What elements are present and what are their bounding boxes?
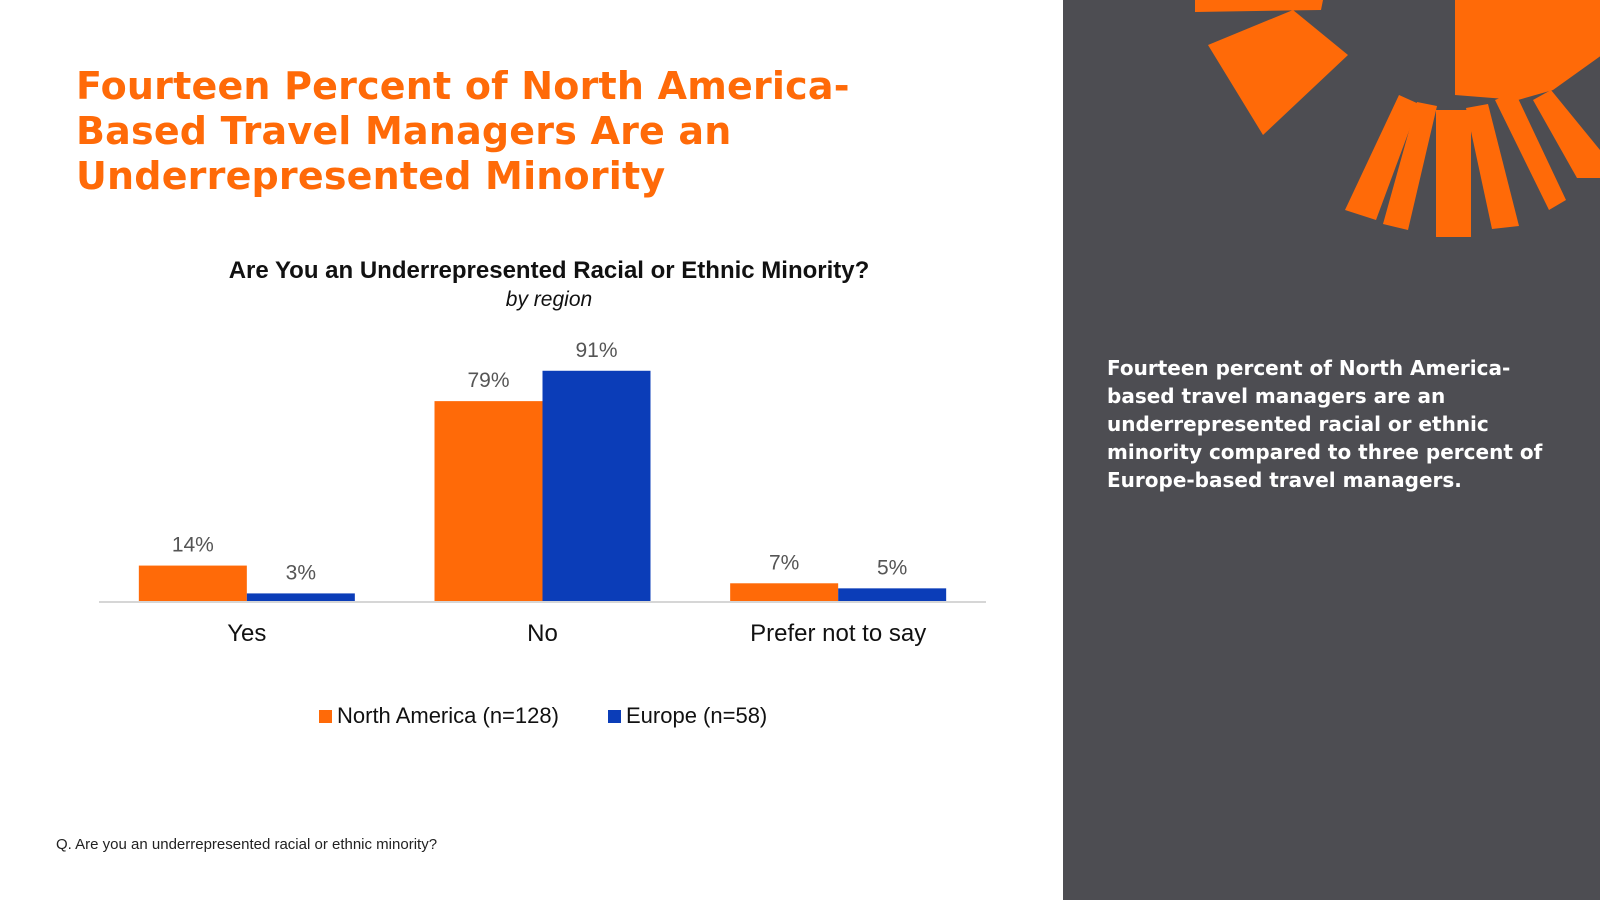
chart-subtitle: by region [506, 288, 592, 311]
bar-north-america-no [434, 401, 543, 601]
x-tick-label: No [527, 620, 558, 647]
x-tick-labels-group: Yes No Prefer not to say [227, 620, 926, 647]
side-panel: Fourteen percent of North America-based … [1063, 0, 1600, 900]
footnote: Q. Are you an underrepresented racial or… [56, 836, 438, 853]
chart-canvas: Are You an Underrepresented Racial or Et… [99, 257, 986, 728]
chart-title: Are You an Underrepresented Racial or Et… [229, 257, 870, 284]
bar-europe-yes [246, 593, 355, 601]
bars-group [138, 370, 947, 601]
chart-legend: North America (n=128) Europe (n=58) [319, 703, 767, 728]
bar-north-america-yes [138, 565, 247, 601]
x-tick-label: Prefer not to say [750, 620, 926, 647]
legend-swatch-europe [608, 710, 621, 723]
legend-label-europe: Europe (n=58) [626, 703, 767, 728]
bar-north-america-prefer-not-to-say [730, 583, 839, 601]
legend-swatch-north-america [319, 710, 332, 723]
data-label: 91% [575, 339, 617, 362]
slide-title: Fourteen Percent of North America-Based … [76, 64, 850, 198]
data-labels-group: 14% 3% 79% 91% 7% 5% [172, 339, 908, 585]
data-label: 5% [877, 556, 907, 579]
side-panel-text: Fourteen percent of North America-based … [1107, 356, 1543, 492]
data-label: 79% [467, 369, 509, 392]
bar-europe-prefer-not-to-say [838, 588, 947, 601]
legend-label-north-america: North America (n=128) [337, 703, 559, 728]
data-label: 7% [769, 551, 799, 574]
data-label: 14% [172, 534, 214, 557]
x-tick-label: Yes [227, 620, 266, 647]
bar-europe-no [542, 370, 651, 601]
data-label: 3% [286, 561, 316, 584]
sunburst-icon [1195, 0, 1600, 237]
bar-chart: Are You an Underrepresented Racial or Et… [60, 245, 1020, 745]
